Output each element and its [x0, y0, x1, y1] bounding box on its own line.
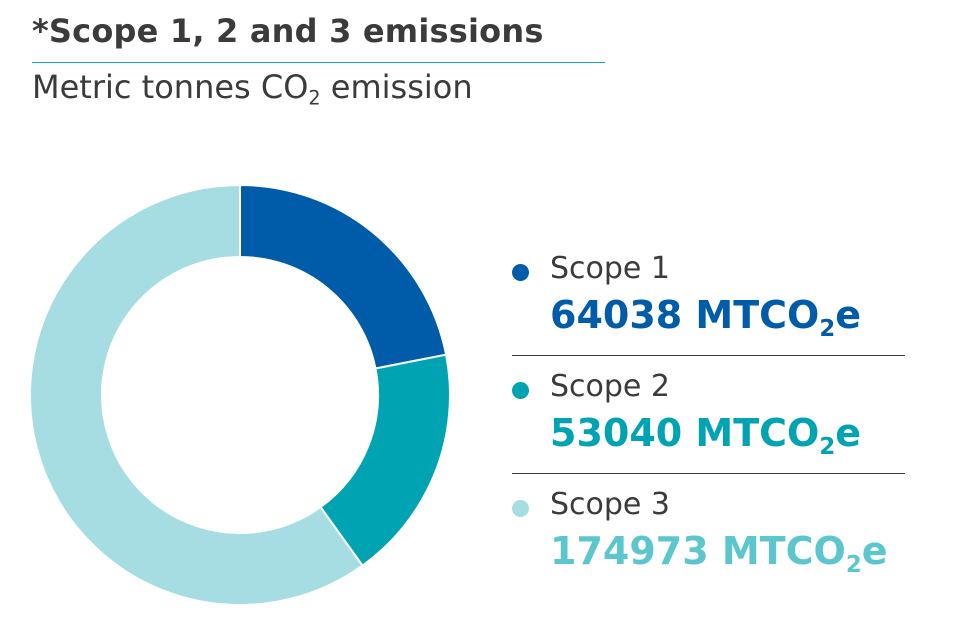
- donut-slice-scope-3: [29, 183, 364, 606]
- legend-label: Scope 1: [550, 251, 671, 286]
- legend-dot-icon: [512, 382, 529, 399]
- legend-value-suffix: e: [835, 293, 862, 337]
- subtitle-suffix: emission: [320, 68, 473, 106]
- legend-dot-icon: [512, 264, 529, 281]
- legend-label: Scope 2: [550, 369, 671, 404]
- chart-subtitle: Metric tonnes CO2 emission: [32, 68, 473, 108]
- legend-divider: [512, 473, 905, 474]
- legend-value-subscript: 2: [845, 551, 862, 578]
- chart-title: *Scope 1, 2 and 3 emissions: [32, 12, 544, 50]
- legend-item-scope-1: Scope 1 64038 MTCO2e: [512, 250, 905, 368]
- legend-value-number: 174973 MTCO: [550, 529, 846, 573]
- donut-slice-scope-1: [239, 183, 448, 370]
- legend-value-suffix: e: [835, 411, 862, 455]
- donut-chart: [29, 183, 451, 606]
- legend-label: Scope 3: [550, 487, 671, 522]
- title-divider: [32, 62, 605, 63]
- legend-item-scope-2: Scope 2 53040 MTCO2e: [512, 368, 905, 486]
- chart-legend: Scope 1 64038 MTCO2e Scope 2 53040 MTCO2e Sc…: [512, 250, 905, 604]
- legend-value-subscript: 2: [819, 433, 836, 460]
- legend-value-suffix: e: [861, 529, 888, 573]
- legend-value-subscript: 2: [819, 315, 836, 342]
- legend-value: 174973 MTCO2e: [550, 529, 888, 576]
- legend-item-scope-3: Scope 3 174973 MTCO2e: [512, 486, 905, 604]
- subtitle-subscript: 2: [308, 86, 321, 110]
- legend-divider: [512, 355, 905, 356]
- subtitle-text: Metric tonnes CO: [32, 68, 309, 106]
- legend-dot-icon: [512, 500, 529, 517]
- legend-value-number: 53040 MTCO: [550, 411, 820, 455]
- legend-value-number: 64038 MTCO: [550, 293, 820, 337]
- legend-value: 53040 MTCO2e: [550, 411, 862, 458]
- legend-value: 64038 MTCO2e: [550, 293, 862, 340]
